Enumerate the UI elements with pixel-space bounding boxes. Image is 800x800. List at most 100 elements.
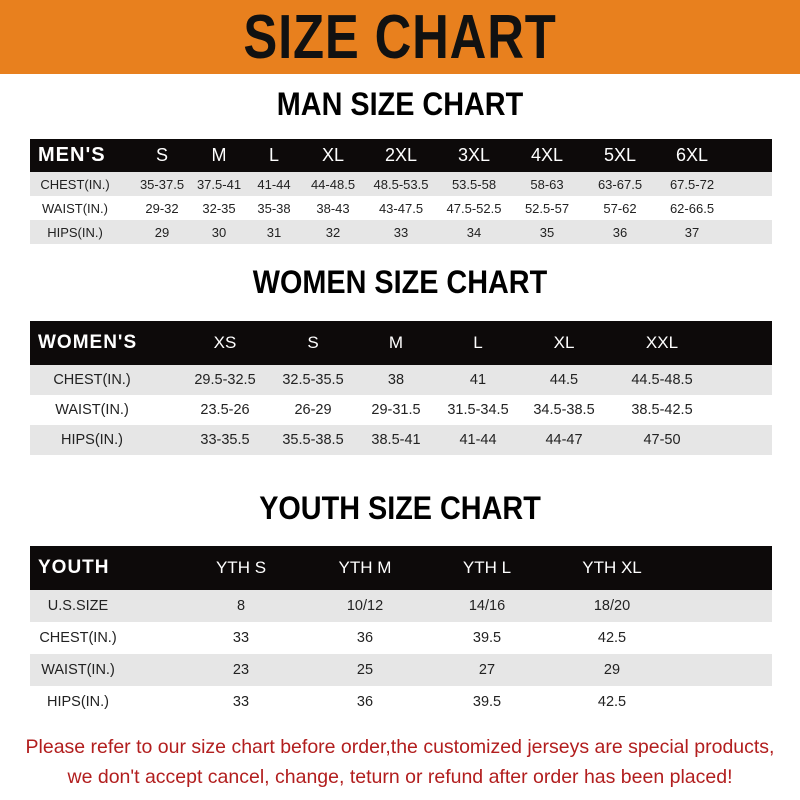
- table-cell: 58-63: [530, 176, 564, 192]
- table-cell: 30: [211, 224, 227, 240]
- table-cell: 29-32: [145, 200, 179, 216]
- table-cell: 36: [356, 694, 374, 710]
- table-cell: 63-67.5: [597, 176, 643, 192]
- table-cell: 36: [612, 224, 628, 240]
- table-cell: 35: [539, 224, 555, 240]
- table-cell: 35.5-38.5: [282, 432, 344, 448]
- size-header: S: [155, 145, 169, 165]
- table-cell: 48.5-53.5: [373, 176, 429, 192]
- size-header: L: [473, 333, 483, 352]
- size-header: 5XL: [603, 145, 637, 165]
- table-cell: 29.5-32.5: [194, 372, 256, 388]
- table-cell: 44.5-48.5: [631, 372, 693, 388]
- table-header-row: WOMEN'S XS S M L XL XXL: [30, 321, 772, 365]
- table-cell: 41: [469, 372, 487, 388]
- table-cell: 44-47: [545, 432, 583, 448]
- table-cell: 37: [684, 224, 700, 240]
- size-header: YTH L: [462, 558, 512, 577]
- table-title-cell: MEN'S: [38, 144, 106, 166]
- table-cell: 38: [387, 372, 405, 388]
- size-header: XL: [321, 145, 345, 165]
- table-cell: 47-50: [643, 432, 681, 448]
- table-cell: 23: [232, 662, 250, 678]
- table-cell: 29-31.5: [371, 402, 421, 418]
- table-cell: 39.5: [472, 630, 502, 646]
- table-header-row: YOUTH YTH S YTH M YTH L YTH XL: [30, 546, 772, 590]
- size-header: S: [307, 333, 319, 352]
- table-cell: 38.5-41: [371, 432, 421, 448]
- women-title: WOMEN SIZE CHART: [252, 264, 548, 300]
- size-header: M: [211, 145, 227, 165]
- table-cell: 36: [356, 630, 374, 646]
- size-header: 3XL: [457, 145, 491, 165]
- size-header: XL: [553, 333, 575, 352]
- row-label: HIPS(IN.): [46, 694, 110, 710]
- table-cell: 44.5: [549, 372, 579, 388]
- size-header: XXL: [645, 333, 679, 352]
- row-label: CHEST(IN.): [53, 372, 131, 388]
- table-cell: 52.5-57: [524, 200, 570, 216]
- size-header: YTH M: [338, 558, 392, 577]
- table-cell: 8: [236, 598, 246, 614]
- table-cell: 31.5-34.5: [447, 402, 509, 418]
- youth-size-table: YOUTH YTH S YTH M YTH L YTH XL U.S.SIZE 8 10/12…: [30, 546, 772, 718]
- size-header: M: [388, 333, 404, 352]
- row-label: HIPS(IN.): [60, 432, 124, 448]
- table-cell: 33: [232, 630, 250, 646]
- banner-title: SIZE CHART: [243, 3, 557, 72]
- table-row: WAIST(IN.) 29-32 32-35 35-38 38-43 43-47.5 47.…: [30, 196, 772, 220]
- table-cell: 34: [466, 224, 482, 240]
- table-cell: 31: [266, 224, 282, 240]
- table-title-cell: YOUTH: [38, 557, 110, 578]
- table-cell: 32.5-35.5: [282, 372, 344, 388]
- row-label: WAIST(IN.): [41, 662, 115, 678]
- row-label: CHEST(IN.): [39, 630, 117, 646]
- table-cell: 32: [325, 224, 341, 240]
- table-row: WAIST(IN.) 23 25 27 29: [30, 654, 772, 686]
- table-row: CHEST(IN.) 33 36 39.5 42.5: [30, 622, 772, 654]
- table-cell: 42.5: [597, 694, 627, 710]
- table-cell: 35-38: [257, 200, 291, 216]
- table-title-cell: WOMEN'S: [38, 332, 138, 353]
- table-cell: 47.5-52.5: [446, 200, 502, 216]
- table-cell: 62-66.5: [669, 200, 715, 216]
- table-cell: 35-37.5: [139, 176, 185, 192]
- row-label: CHEST(IN.): [40, 176, 110, 192]
- table-cell: 29: [603, 662, 621, 678]
- table-row: U.S.SIZE 8 10/12 14/16 18/20: [30, 590, 772, 622]
- men-size-table: MEN'S S M L XL 2XL 3XL 4XL 5XL 6XL CHEST(IN.) 35-37…: [30, 139, 772, 244]
- table-cell: 41-44: [257, 176, 291, 192]
- size-header: YTH S: [215, 558, 267, 577]
- table-cell: 18/20: [593, 598, 631, 614]
- youth-title: YOUTH SIZE CHART: [259, 490, 541, 526]
- table-cell: 67.5-72: [669, 176, 715, 192]
- table-cell: 33: [393, 224, 409, 240]
- table-row: WAIST(IN.) 23.5-26 26-29 29-31.5 31.5-34.5 34…: [30, 395, 772, 425]
- table-cell: 32-35: [202, 200, 236, 216]
- table-cell: 10/12: [346, 598, 384, 614]
- row-label: HIPS(IN.): [47, 224, 103, 240]
- table-cell: 34.5-38.5: [533, 402, 595, 418]
- women-size-table: WOMEN'S XS S M L XL XXL CHEST(IN.) 29.5-32.5 32.5…: [30, 321, 772, 455]
- table-cell: 39.5: [472, 694, 502, 710]
- table-cell: 26-29: [294, 402, 332, 418]
- row-label: WAIST(IN.): [42, 200, 108, 216]
- table-cell: 25: [356, 662, 374, 678]
- table-row: HIPS(IN.) 29 30 31 32 33 34 35 36 37: [30, 220, 772, 244]
- table-row: CHEST(IN.) 29.5-32.5 32.5-35.5 38 41 44.5 44.5…: [30, 365, 772, 395]
- row-label: U.S.SIZE: [47, 598, 109, 614]
- size-header: XS: [213, 333, 237, 352]
- table-cell: 53.5-58: [451, 176, 497, 192]
- size-header: 4XL: [530, 145, 564, 165]
- size-header: 2XL: [384, 145, 418, 165]
- table-cell: 42.5: [597, 630, 627, 646]
- table-cell: 29: [154, 224, 170, 240]
- table-cell: 37.5-41: [196, 176, 242, 192]
- table-row: HIPS(IN.) 33 36 39.5 42.5: [30, 686, 772, 718]
- table-cell: 14/16: [468, 598, 506, 614]
- table-cell: 33-35.5: [200, 432, 250, 448]
- table-cell: 23.5-26: [200, 402, 250, 418]
- table-cell: 38-43: [316, 200, 350, 216]
- table-cell: 44-48.5: [310, 176, 356, 192]
- table-cell: 27: [478, 662, 496, 678]
